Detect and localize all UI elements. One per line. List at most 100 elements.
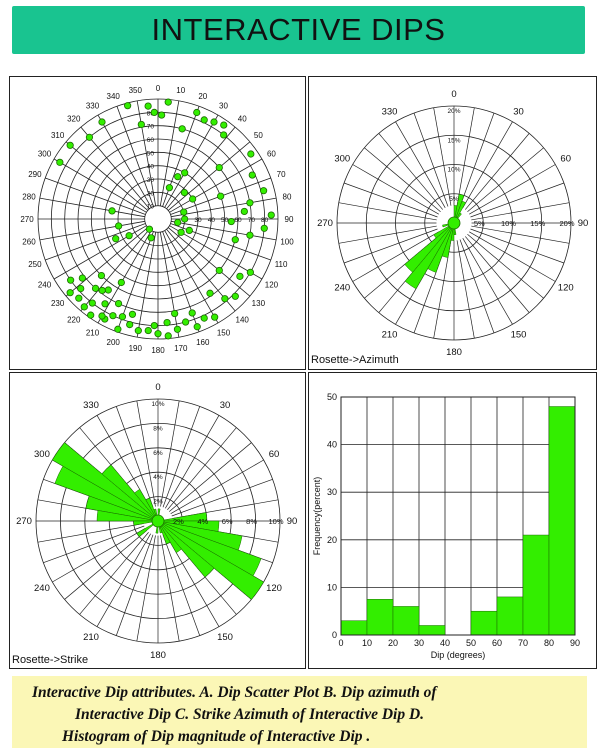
x-tick-label: 60 — [492, 638, 502, 648]
dip-point — [163, 319, 171, 327]
azimuth-tick-label: 40 — [238, 115, 247, 124]
azimuth-tick-label: 210 — [83, 632, 99, 643]
radial-tick-label: 8% — [246, 517, 257, 526]
dip-point — [193, 108, 201, 117]
dip-point — [220, 121, 228, 129]
dip-point — [247, 150, 255, 158]
dip-point — [108, 207, 116, 215]
azimuth-tick-label: 270 — [20, 215, 34, 224]
dip-point — [211, 313, 219, 321]
x-tick-label: 70 — [518, 638, 528, 648]
grid-spoke — [433, 107, 452, 206]
grid-spoke — [378, 133, 443, 210]
rose-wedge — [157, 520, 215, 578]
grid-spoke — [45, 177, 146, 215]
azimuth-tick-label: 270 — [16, 516, 32, 527]
azimuth-tick-label: 330 — [382, 106, 398, 117]
dip-point — [125, 232, 133, 240]
radial-tick-label: 30 — [147, 177, 155, 184]
azimuth-tick-label: 200 — [107, 338, 121, 347]
grid-spoke — [80, 126, 150, 210]
grid-spoke — [164, 114, 219, 208]
dip-point — [246, 199, 254, 207]
y-tick-label: 0 — [332, 630, 337, 640]
radial-tick-label: 10% — [151, 401, 164, 408]
radial-tick-label: 4% — [153, 474, 163, 481]
grid-spoke — [37, 523, 144, 543]
grid-spoke — [159, 232, 180, 338]
dip-point — [147, 234, 155, 242]
histogram-bar — [366, 599, 394, 636]
histogram-bar — [548, 406, 576, 636]
dip-point — [164, 332, 172, 340]
radial-tick-label: 6% — [222, 517, 233, 526]
azimuth-tick-label: 50 — [254, 131, 263, 140]
figure-caption: Interactive Dip attributes. A. Dip Scatt… — [12, 676, 587, 748]
radial-tick-label: 2% — [173, 517, 184, 526]
azimuth-tick-label: 160 — [196, 338, 210, 347]
histogram-bar — [522, 534, 550, 636]
rose-wedge — [85, 495, 159, 522]
radial-tick-label: 5% — [449, 196, 459, 203]
dip-point — [98, 312, 106, 320]
rose-wedge — [145, 497, 159, 522]
grid-spoke — [469, 231, 556, 282]
radial-tick-label: 5% — [474, 219, 485, 228]
radial-tick-label: 20 — [147, 190, 155, 197]
azimuth-tick-label: 0 — [451, 89, 456, 100]
dip-point — [117, 278, 125, 287]
azimuth-tick-label: 140 — [236, 315, 250, 324]
dip-point — [231, 236, 239, 244]
azimuth-tick-label: 270 — [317, 218, 333, 229]
grid-spoke — [53, 158, 147, 213]
radial-tick-label: 15% — [447, 137, 460, 144]
azimuth-tick-label: 150 — [217, 328, 231, 337]
dip-point — [231, 292, 239, 300]
grid-spoke — [470, 182, 565, 218]
azimuth-tick-label: 120 — [558, 283, 574, 294]
azimuth-tick-label: 60 — [267, 150, 276, 159]
rose-wedge — [157, 520, 171, 545]
radial-tick-label: 30 — [194, 217, 202, 224]
dip-point — [98, 118, 106, 126]
radial-tick-label: 10% — [501, 219, 516, 228]
azimuth-tick-label: 30 — [220, 400, 231, 411]
azimuth-tick-label: 280 — [22, 192, 36, 201]
azimuth-tick-label: 30 — [513, 106, 524, 117]
histogram-bar — [418, 625, 446, 636]
x-tick-label: 50 — [466, 638, 476, 648]
radial-tick-label: 60 — [147, 137, 155, 144]
y-tick-label: 10 — [327, 582, 337, 592]
azimuth-rose-panel: 0 30 60 90 120 150 180 210 240 270 300 330 5% 5% 10% 10… — [308, 76, 597, 370]
page-title: INTERACTIVE DIPS — [151, 12, 446, 47]
azimuth-tick-label: 150 — [217, 632, 233, 643]
dip-point — [66, 141, 74, 149]
dip-point — [217, 192, 225, 200]
azimuth-tick-label: 240 — [34, 583, 50, 594]
azimuth-tick-label: 350 — [129, 86, 143, 95]
radial-tick-label: 40 — [208, 217, 216, 224]
azimuth-tick-label: 20 — [198, 92, 207, 101]
grid-spoke — [162, 406, 201, 508]
azimuth-tick-label: 210 — [382, 330, 398, 341]
grid-spoke — [459, 112, 495, 207]
dip-point — [124, 102, 132, 110]
grid-spoke — [462, 121, 513, 208]
dip-point — [182, 318, 190, 326]
grid-spoke — [65, 227, 149, 297]
x-tick-label: 80 — [544, 638, 554, 648]
azimuth-tick-label: 100 — [280, 238, 294, 247]
radial-tick-label: 80 — [147, 110, 155, 117]
dip-point — [128, 310, 137, 318]
azimuth-tick-label: 90 — [285, 215, 294, 224]
grid-spoke — [166, 126, 236, 210]
grid-spoke — [343, 228, 438, 264]
grid-spoke — [64, 530, 148, 600]
rose-wedge — [404, 222, 455, 273]
dip-point — [87, 311, 95, 319]
dip-point — [66, 289, 74, 297]
rose-title: Rosette->Azimuth — [309, 354, 401, 366]
azimuth-rose-diagram: 0 30 60 90 120 150 180 210 240 270 300 330 5% 5% 10% 10… — [317, 89, 588, 358]
dip-point — [180, 189, 188, 197]
